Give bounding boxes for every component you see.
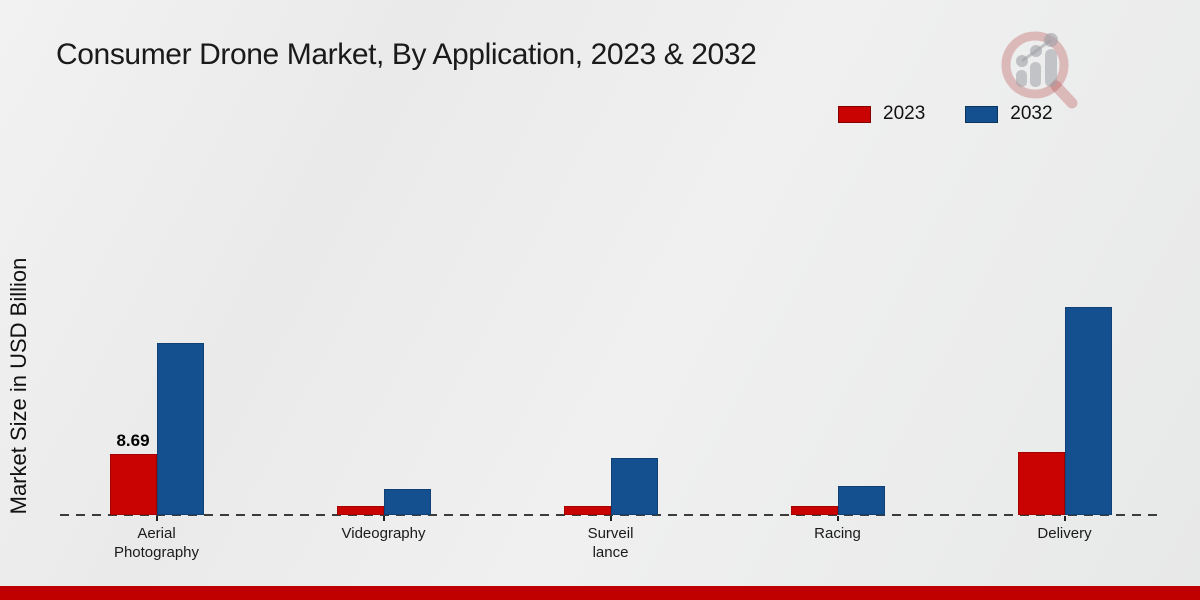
bar-2032-aerial-photography [156, 343, 204, 515]
bar-2023-videography [336, 505, 384, 515]
legend-swatch-2032 [965, 105, 999, 123]
category-label-aerial-photography: Aerial Photography [113, 525, 200, 561]
x-axis-tick [609, 516, 612, 521]
bar-group-aerial-photography: 8.69 [109, 0, 204, 515]
bar-group-delivery [1017, 0, 1112, 515]
x-axis-tick [1063, 516, 1066, 521]
category-label-racing: Racing [814, 525, 861, 542]
x-axis-tick [382, 516, 385, 521]
bar-2032-racing [837, 486, 885, 515]
bar-2023-aerial-photography [109, 454, 157, 515]
category-label-delivery: Delivery [1037, 525, 1092, 542]
legend-swatch-2023 [838, 105, 871, 123]
bar-group-surveillance [563, 0, 658, 515]
bar-group-videography [336, 0, 431, 515]
category-label-videography: Videography [341, 525, 426, 542]
bar-2032-videography [383, 489, 431, 515]
bar-2032-surveillance [610, 458, 658, 515]
category-label-surveillance: Surveil lance [587, 525, 634, 561]
x-axis-dashed-baseline [60, 514, 1158, 516]
bar-2023-delivery [1017, 451, 1065, 515]
legend-item-2023: 2023 [838, 103, 925, 125]
x-axis-tick [836, 516, 839, 521]
bar-2023-racing [790, 505, 838, 515]
chart-title: Consumer Drone Market, By Application, 2… [56, 38, 757, 71]
bottom-accent-bar [0, 586, 1200, 600]
bar-2032-delivery [1064, 307, 1112, 515]
legend-label-2023: 2023 [883, 103, 926, 124]
legend-item-2032: 2032 [965, 103, 1053, 125]
legend-label-2032: 2032 [1010, 103, 1053, 124]
bar-group-racing [790, 0, 885, 515]
bar-2023-surveillance [563, 505, 611, 515]
legend: 2023 2032 [838, 103, 1053, 125]
x-axis-tick [155, 516, 158, 521]
bar-value-label: 8.69 [116, 431, 150, 450]
brand-logo-magnifier-chart-icon [1001, 31, 1078, 109]
